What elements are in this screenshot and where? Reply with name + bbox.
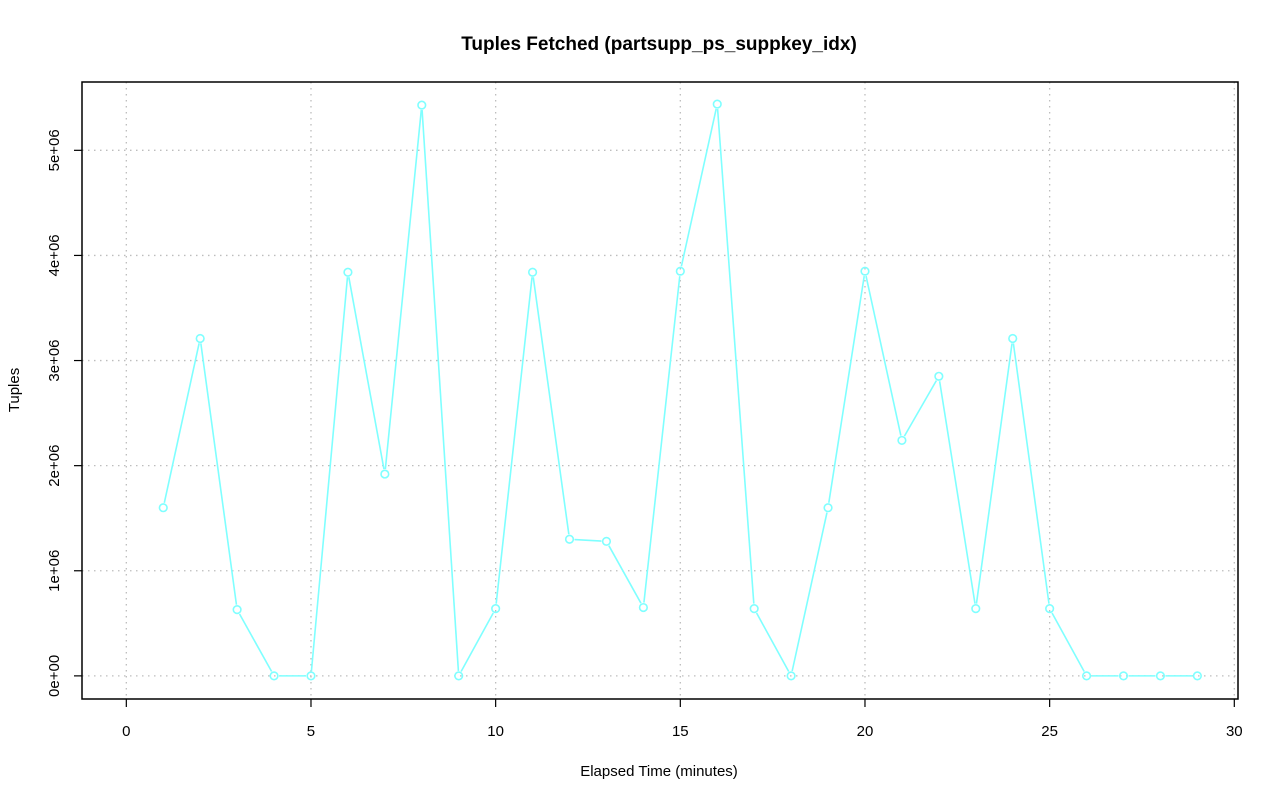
series-line-segment [163, 343, 200, 503]
series-line-segment [828, 276, 865, 503]
y-tick-label: 1e+06 [46, 550, 63, 592]
series-line-segment [680, 108, 717, 267]
series-line-segment [238, 613, 273, 672]
y-tick-label: 5e+06 [46, 129, 63, 171]
series-line-segment [200, 343, 238, 605]
data-point [564, 534, 575, 544]
x-tick-label: 10 [487, 723, 504, 740]
series-line-segment [865, 275, 902, 436]
data-point [823, 503, 833, 513]
data-point [712, 99, 722, 109]
series-line-segment [310, 277, 349, 671]
plot-frame [81, 81, 1239, 700]
series-line-segment [608, 545, 642, 604]
series-line-segment [1012, 343, 1050, 604]
data-point [860, 266, 870, 276]
y-axis: 0e+00 1e+06 2e+06 3e+06 4e+06 5e+06 [46, 129, 82, 697]
data-point [1008, 333, 1018, 344]
series-line-segment [384, 110, 423, 470]
data-point [195, 333, 205, 344]
data-point [343, 267, 353, 277]
series-line-segment [495, 277, 533, 604]
y-axis-label: Tuples [6, 368, 23, 412]
series-line-segment [903, 380, 938, 437]
chart-title: Tuples Fetched (partsupp_ps_suppkey_idx) [461, 34, 857, 55]
series-line-segment [716, 109, 755, 604]
grid-lines [82, 82, 1238, 699]
series-line-segment [532, 277, 570, 535]
series-line-segment [975, 343, 1013, 604]
data-point [269, 671, 279, 681]
data-point [601, 536, 612, 546]
y-tick-label: 4e+06 [46, 234, 63, 276]
data-point [454, 671, 464, 681]
x-tick-label: 30 [1226, 723, 1243, 740]
data-point [897, 435, 907, 446]
data-point [1155, 671, 1166, 681]
series-line-segment [574, 538, 602, 542]
series-line-segment [791, 512, 828, 672]
data-point [675, 266, 685, 276]
data-point [1045, 604, 1055, 614]
x-tick-label: 20 [857, 723, 874, 740]
data-series [158, 99, 1202, 681]
data-point [1192, 671, 1202, 681]
data-point [491, 604, 501, 614]
data-point [527, 267, 538, 277]
series-line-segment [460, 612, 494, 672]
series-line-segment [348, 277, 385, 470]
series-line-segment [643, 276, 681, 603]
x-tick-label: 25 [1041, 723, 1058, 740]
series-line-segment [421, 110, 460, 671]
x-axis: 0 5 10 15 20 25 30 [122, 699, 1243, 740]
data-point [417, 100, 427, 110]
data-point [1118, 671, 1129, 681]
x-axis-label: Elapsed Time (minutes) [580, 763, 738, 780]
x-tick-label: 15 [672, 723, 689, 740]
data-point [934, 371, 944, 381]
series-line-segment [938, 381, 976, 604]
data-point [158, 503, 168, 513]
data-point [971, 604, 981, 614]
data-point [786, 671, 796, 681]
y-tick-label: 3e+06 [46, 339, 63, 381]
data-point [749, 604, 759, 614]
y-tick-label: 0e+00 [46, 655, 63, 697]
data-point [638, 602, 648, 613]
y-tick-label: 2e+06 [46, 445, 63, 487]
x-tick-label: 5 [307, 723, 315, 740]
data-point [1081, 671, 1092, 681]
series-line-segment [755, 612, 790, 672]
series-line-segment [1051, 612, 1085, 672]
x-tick-label: 0 [122, 723, 130, 740]
data-point [232, 605, 242, 615]
data-point [306, 671, 316, 681]
data-point [380, 469, 390, 479]
